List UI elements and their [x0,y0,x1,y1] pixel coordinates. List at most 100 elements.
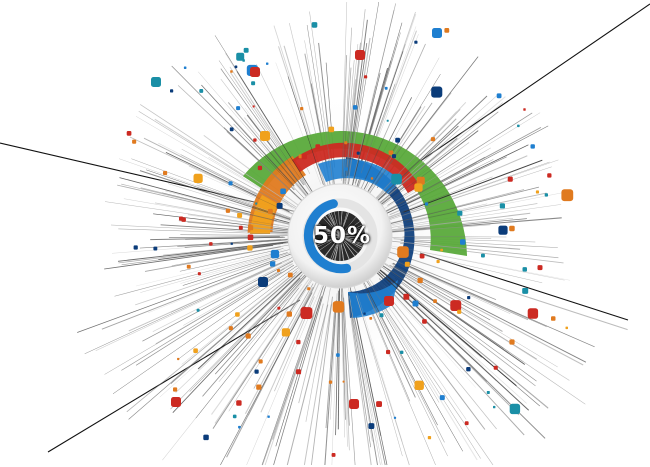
core-line [328,213,341,237]
spoke-line [112,259,307,394]
scatter-dot [417,277,423,283]
core-line [316,235,341,246]
scatter-dot [430,137,436,142]
spoke-line [402,248,565,281]
scatter-dot [238,425,241,429]
core-line [334,235,341,261]
spoke-line [366,293,416,398]
scatter-dot [296,369,302,375]
scatter-dot [444,28,450,33]
spoke-line [350,73,381,195]
scatter-dot [565,326,568,330]
scatter-dot [199,89,204,93]
spoke-line [389,155,528,216]
scatter-dot [151,77,161,87]
scatter-dot [391,173,402,185]
spoke-line [171,242,301,266]
scatter-dot [457,210,463,216]
scatter-dot [507,176,513,182]
spoke-line [376,251,529,321]
core-line [339,211,343,237]
spoke-line [395,271,570,381]
spoke-line [355,295,410,466]
spoke-line [260,273,324,413]
scatter-dot [404,261,410,267]
scatter-dot [498,225,508,235]
scatter-dot [493,405,496,409]
spoke-line [142,260,294,342]
scatter-dot [414,40,418,44]
scatter-dot [177,357,180,361]
spoke-line [380,260,558,368]
scatter-dot [527,308,539,319]
spoke-line [172,262,310,382]
scatter-dot [193,348,198,353]
scatter-dot [238,225,243,230]
spoke-line [159,273,299,398]
spoke-line [246,114,313,201]
spoke-line [168,183,298,224]
spoke-line [226,130,306,205]
spoke-line [343,297,356,466]
core-line [339,235,355,257]
spoke-line [343,60,355,187]
spoke-line [346,37,371,187]
spoke-line [383,285,476,388]
scatter-dot [379,313,384,318]
scatter-dot [236,400,242,406]
scatter-dot [370,177,374,180]
spoke-line [365,298,436,466]
spoke-line [119,158,282,216]
scatter-dot [544,193,548,197]
scatter-dot [499,203,505,209]
spoke-line [128,279,291,420]
scatter-dot [243,47,249,53]
spoke-line [275,62,322,185]
spoke-line [154,202,298,229]
spoke-line [385,94,498,196]
scatter-dot [228,181,233,186]
scatter-dot [171,397,181,407]
spoke-line [367,279,481,459]
scatter-dot [517,124,520,128]
spoke-line [283,45,329,195]
scatter-dot [260,131,270,141]
scatter-dot [181,217,186,222]
scatter-dot [414,380,424,390]
spoke-line [391,263,584,366]
spoke-line [399,159,494,207]
spoke-line [175,267,307,393]
spoke-line [139,104,297,208]
core-line [339,226,364,237]
spoke-line [202,274,308,397]
spoke-line [355,43,426,200]
spoke-line [341,294,345,438]
scatter-dot [368,423,375,429]
scatter-dot [369,317,373,320]
scatter-dot [266,62,269,65]
core-line [339,216,357,237]
spoke-line [118,228,288,235]
spoke-line [387,224,491,233]
scatter-dot [281,328,290,337]
spoke-line [303,304,332,466]
scatter-dot [315,144,321,149]
scatter-dot [486,391,490,394]
spoke-line [397,204,562,228]
scatter-dot [258,359,263,364]
spoke-line [187,214,300,231]
scatter-dot [286,311,292,317]
scatter-dot [386,349,391,355]
scatter-dot [509,339,515,345]
spoke-line [123,198,280,226]
scatter-dot [400,350,404,354]
scatter-dot [395,137,400,143]
spoke-line [360,11,416,174]
spoke-line [236,71,318,200]
scatter-dot [270,261,276,267]
spoke-line [230,115,295,187]
scatter-dot [287,272,293,278]
scatter-dot [248,225,254,231]
spoke-line [392,262,587,363]
